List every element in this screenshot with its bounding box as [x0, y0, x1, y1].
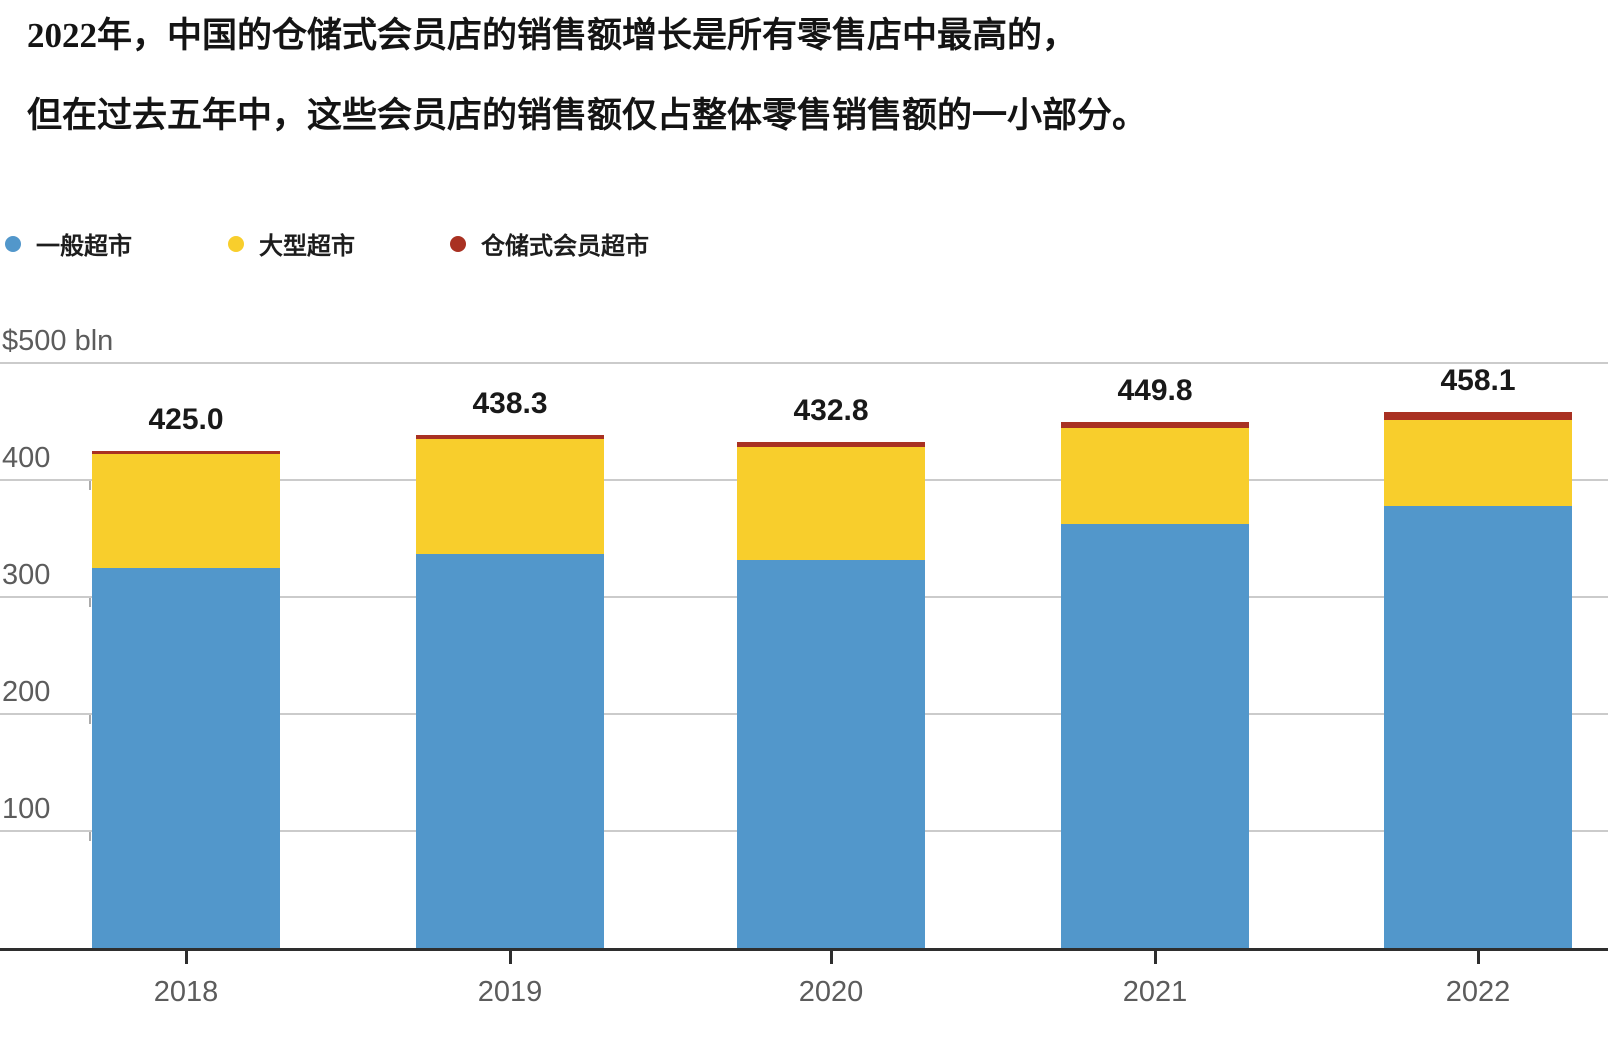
title-line-2: 但在过去五年中，这些会员店的销售额仅占整体零售销售额的一小部分。 — [27, 96, 1148, 135]
bar-total-label-2019: 438.3 — [472, 387, 548, 421]
legend-item-series0: 一般超市 — [5, 226, 132, 261]
gridline-end-tick-300 — [89, 598, 91, 607]
legend-label-series0: 一般超市 — [36, 233, 132, 260]
legend-item-series2: 仓储式会员超市 — [450, 226, 649, 261]
y-axis-label-100: 100 — [2, 793, 51, 825]
x-axis-line — [0, 948, 1608, 951]
x-axis-tick-2021 — [1154, 951, 1157, 964]
legend-dot-icon-series1 — [228, 235, 244, 252]
bar-segment-2018-series1 — [92, 454, 280, 568]
x-axis-label-2022: 2022 — [1445, 976, 1511, 1008]
legend-dot-icon-series2 — [450, 235, 466, 252]
gridline-end-tick-100 — [89, 832, 91, 841]
bar-segment-2020-series2 — [737, 441, 925, 447]
x-axis-tick-2020 — [830, 951, 833, 964]
bar-total-label-2018: 425.0 — [148, 402, 224, 436]
x-axis-label-2021: 2021 — [1122, 976, 1188, 1008]
bar-segment-2022-series0 — [1384, 505, 1572, 948]
x-axis-label-2019: 2019 — [477, 976, 543, 1008]
bar-segment-2021-series2 — [1061, 421, 1249, 429]
bar-segment-2019-series0 — [416, 553, 604, 948]
legend-label-series2: 仓储式会员超市 — [481, 233, 649, 260]
y-axis-label-200: 200 — [2, 676, 51, 708]
bar-segment-2020-series1 — [737, 446, 925, 560]
legend-dot-icon-series0 — [5, 235, 21, 252]
legend-item-series1: 大型超市 — [228, 226, 355, 261]
bar-segment-2019-series2 — [416, 435, 604, 440]
chart-title: 2022年，中国的仓储式会员店的销售额增长是所有零售店中最高的， 但在过去五年中… — [27, 14, 1147, 138]
x-axis-tick-2018 — [185, 951, 188, 964]
x-axis-tick-2019 — [509, 951, 512, 964]
chart-legend: 一般超市 大型超市 仓储式会员超市 — [0, 226, 1608, 261]
title-line-1: 2022年，中国的仓储式会员店的销售额增长是所有零售店中最高的， — [27, 16, 1078, 55]
x-axis-label-2020: 2020 — [798, 976, 864, 1008]
y-axis-label-300: 300 — [2, 559, 51, 591]
bar-segment-2021-series1 — [1061, 428, 1249, 525]
y-axis-label-400: 400 — [2, 442, 51, 474]
bar-segment-2022-series1 — [1384, 420, 1572, 506]
gridline-end-tick-200 — [89, 715, 91, 724]
bar-segment-2020-series0 — [737, 559, 925, 948]
y-axis-label-500: $500 bln — [2, 325, 114, 357]
legend-label-series1: 大型超市 — [259, 233, 355, 260]
bar-segment-2022-series2 — [1384, 412, 1572, 421]
x-axis-tick-2022 — [1477, 951, 1480, 964]
bar-total-label-2021: 449.8 — [1117, 373, 1193, 407]
bar-segment-2018-series0 — [92, 567, 280, 948]
bar-total-label-2020: 432.8 — [793, 393, 869, 427]
bar-total-label-2022: 458.1 — [1440, 364, 1516, 398]
bar-segment-2018-series2 — [92, 450, 280, 455]
bar-segment-2021-series0 — [1061, 524, 1249, 948]
bar-segment-2019-series1 — [416, 439, 604, 554]
x-axis-label-2018: 2018 — [153, 976, 219, 1008]
gridline-500 — [0, 362, 1608, 364]
gridline-end-tick-400 — [89, 481, 91, 490]
